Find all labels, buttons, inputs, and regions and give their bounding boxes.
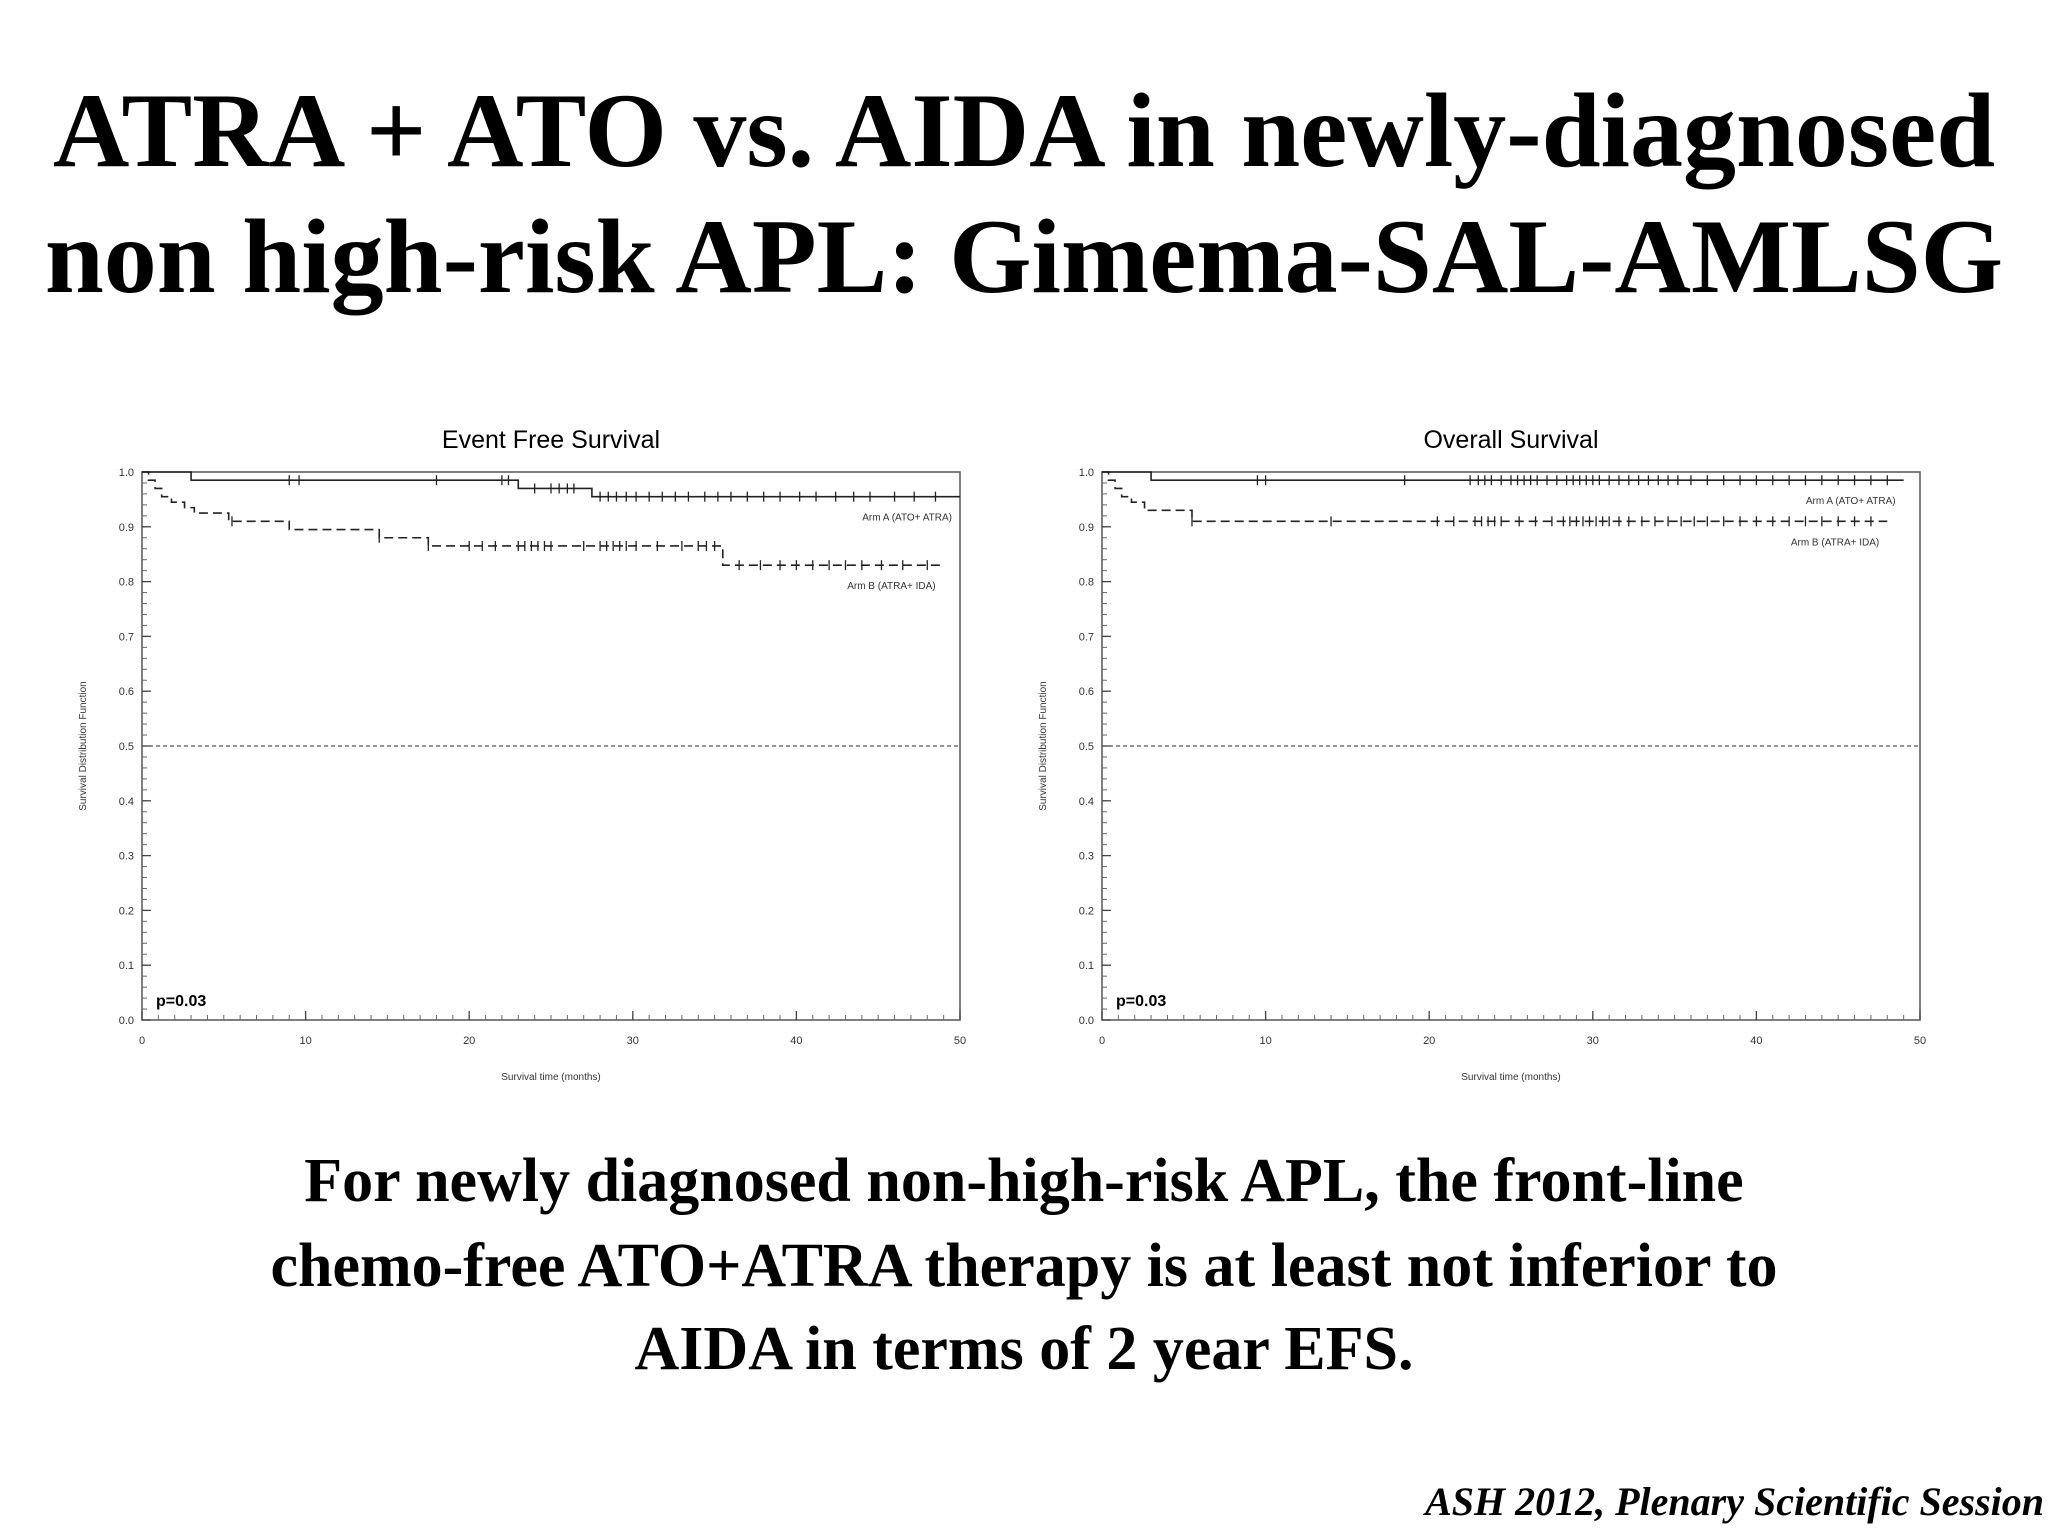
y-tick-label: 0.3	[119, 851, 134, 863]
y-tick-label: 0.9	[119, 522, 134, 534]
x-tick-label: 40	[790, 1035, 802, 1047]
y-tick-label: 0.8	[119, 577, 134, 589]
x-tick-label: 10	[299, 1035, 311, 1047]
y-axis-label: Survival Distribution Function	[1038, 681, 1049, 811]
p-value-annotation: p=0.03	[156, 993, 206, 1010]
conclusion-line-3: AIDA in terms of 2 year EFS.	[634, 1315, 1414, 1383]
curve-label: Arm B (ATRA+ IDA)	[1791, 537, 1879, 548]
x-tick-label: 30	[627, 1035, 639, 1047]
x-axis-label: Survival time (months)	[1461, 1072, 1560, 1083]
chart-title: Overall Survival	[1423, 426, 1598, 454]
y-tick-label: 0.7	[119, 631, 134, 643]
y-tick-label: 0.3	[1079, 851, 1094, 863]
x-tick-label: 0	[1099, 1035, 1105, 1047]
survival-curve-series-1	[142, 471, 960, 498]
chart-title: Event Free Survival	[442, 426, 660, 454]
y-tick-label: 0.5	[119, 741, 134, 753]
y-tick-label: 0.5	[1079, 741, 1094, 753]
x-tick-label: 50	[954, 1035, 966, 1047]
survival-curve-series-2	[142, 471, 944, 566]
survival-curve-series-1	[1102, 471, 1904, 482]
overall-survival-chart: Overall Survival 0.0 0.1 0.2 0.3 0.4 0.5 0.6 0.7…	[1038, 426, 1926, 1083]
curve-label: Arm A (ATO+ ATRA)	[862, 513, 952, 524]
y-tick-label: 0.2	[1079, 905, 1094, 917]
y-axis-label: Survival Distribution Function	[78, 681, 89, 811]
slide-title-line-2: non high-risk APL: Gimema-SAL-AMLSG	[44, 198, 2004, 315]
x-tick-label: 20	[1423, 1035, 1435, 1047]
y-tick-label: 0.2	[119, 905, 134, 917]
survival-curve-series-2	[1102, 471, 1888, 523]
event-free-survival-chart: Event Free Survival 0.0 0.1 0.2 0.3 0.4 0.5 0.6…	[78, 426, 966, 1083]
p-value-annotation: p=0.03	[1116, 993, 1166, 1010]
y-tick-label: 0.1	[119, 960, 134, 972]
x-tick-label: 20	[463, 1035, 475, 1047]
y-tick-label: 0.6	[119, 686, 134, 698]
x-tick-label: 50	[1914, 1035, 1926, 1047]
x-tick-label: 0	[139, 1035, 145, 1047]
curve-label: Arm A (ATO+ ATRA)	[1806, 496, 1896, 507]
x-axis-label: Survival time (months)	[501, 1072, 600, 1083]
y-tick-label: 0.0	[119, 1015, 134, 1027]
y-tick-label: 0.9	[1079, 522, 1094, 534]
y-tick-label: 0.6	[1079, 686, 1094, 698]
y-tick-label: 1.0	[119, 467, 134, 479]
y-tick-label: 0.1	[1079, 960, 1094, 972]
conclusion-line-2: chemo-free ATO+ATRA therapy is at least …	[270, 1232, 1778, 1300]
y-tick-label: 0.8	[1079, 577, 1094, 589]
y-tick-label: 0.7	[1079, 631, 1094, 643]
footer-citation: ASH 2012, Plenary Scientific Session	[1425, 1479, 2044, 1524]
x-tick-label: 30	[1587, 1035, 1599, 1047]
y-tick-label: 0.4	[119, 796, 134, 808]
conclusion-line-1: For newly diagnosed non-high-risk APL, t…	[304, 1147, 1744, 1215]
y-tick-label: 1.0	[1079, 467, 1094, 479]
y-tick-label: 0.0	[1079, 1015, 1094, 1027]
y-tick-label: 0.4	[1079, 796, 1094, 808]
slide-title-line-1: ATRA + ATO vs. AIDA in newly-diagnosed	[52, 72, 1996, 189]
curve-label: Arm B (ATRA+ IDA)	[847, 581, 935, 592]
x-tick-label: 10	[1259, 1035, 1271, 1047]
x-tick-label: 40	[1750, 1035, 1762, 1047]
